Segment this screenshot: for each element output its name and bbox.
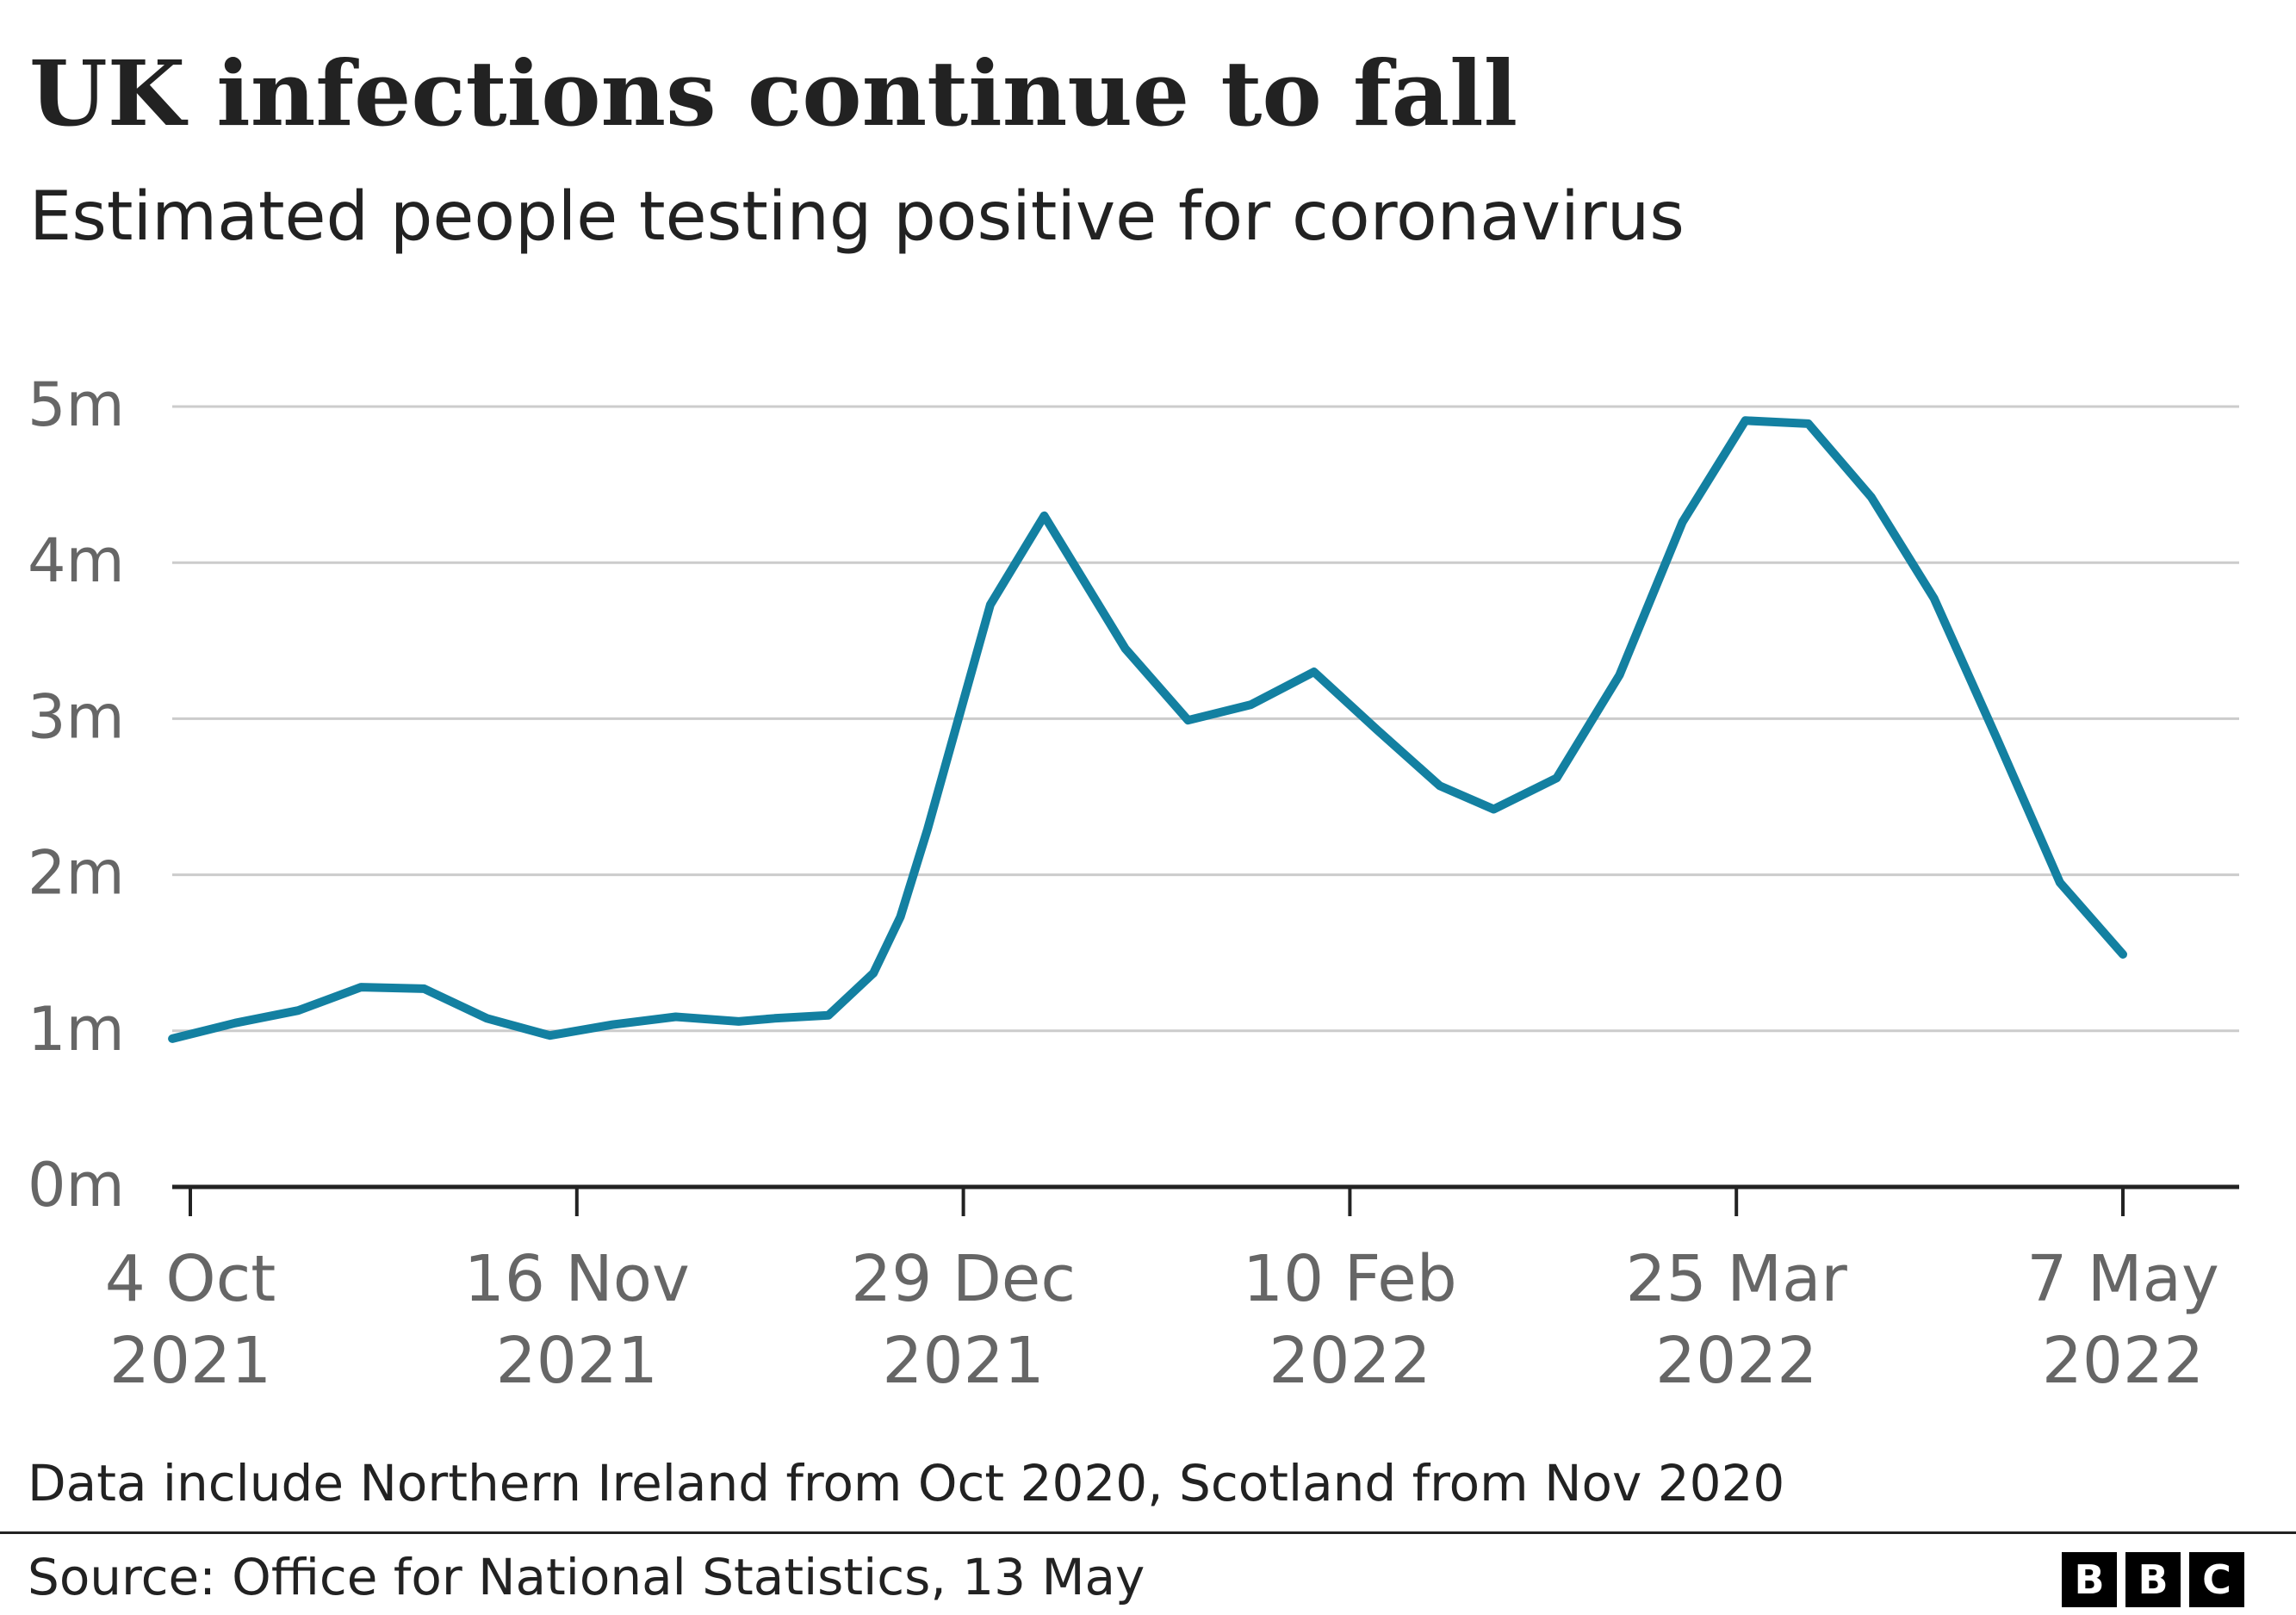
x-tick-label-year: 2021 <box>496 1324 658 1398</box>
series-line <box>168 416 2127 1043</box>
y-tick-label: 4m <box>28 525 125 596</box>
logo-letter: B <box>2125 1552 2181 1607</box>
x-tick-label: 25 Mar <box>1626 1242 1848 1316</box>
x-tick-label-year: 2022 <box>2042 1324 2204 1398</box>
x-axis-ticks <box>189 1187 2125 1216</box>
y-tick-label: 2m <box>28 838 125 909</box>
bbc-logo: B B C <box>2062 1552 2244 1607</box>
data-note: Data include Northern Ireland from Oct 2… <box>28 1454 1785 1513</box>
x-tick-label-year: 2022 <box>1269 1324 1430 1398</box>
y-tick-label: 1m <box>28 994 125 1065</box>
x-tick-label: 16 Nov <box>464 1242 690 1316</box>
logo-letter: C <box>2189 1552 2244 1607</box>
x-tick-label: 29 Dec <box>851 1242 1076 1316</box>
x-tick-label-year: 2021 <box>109 1324 271 1398</box>
logo-letter: B <box>2062 1552 2117 1607</box>
x-axis-labels: 4 Oct 2021 16 Nov 2021 29 Dec 2021 10 Feb 2022 2… <box>105 1242 2219 1398</box>
y-tick-label: 3m <box>28 681 125 752</box>
x-tick-label-year: 2022 <box>1655 1324 1817 1398</box>
x-tick-label: 10 Feb <box>1243 1242 1457 1316</box>
x-tick-label: 7 May <box>2026 1242 2219 1316</box>
chart-title: UK infections continue to fall <box>29 40 1518 146</box>
y-tick-label: 5m <box>28 370 125 440</box>
footer-divider <box>0 1531 2296 1534</box>
series-layer <box>168 416 2127 1043</box>
y-tick-label: 0m <box>28 1150 125 1221</box>
line-chart: 0m 1m 2m 3m 4m 5m 4 Oct 2021 16 Nov 2021 29 Dec 20… <box>28 370 2239 1398</box>
y-axis-labels: 0m 1m 2m 3m 4m 5m <box>28 370 125 1221</box>
chart-subtitle: Estimated people testing positive for co… <box>29 178 1685 256</box>
source-text: Source: Office for National Statistics, … <box>28 1548 1145 1606</box>
x-tick-label-year: 2021 <box>882 1324 1044 1398</box>
x-tick-label: 4 Oct <box>105 1242 276 1316</box>
